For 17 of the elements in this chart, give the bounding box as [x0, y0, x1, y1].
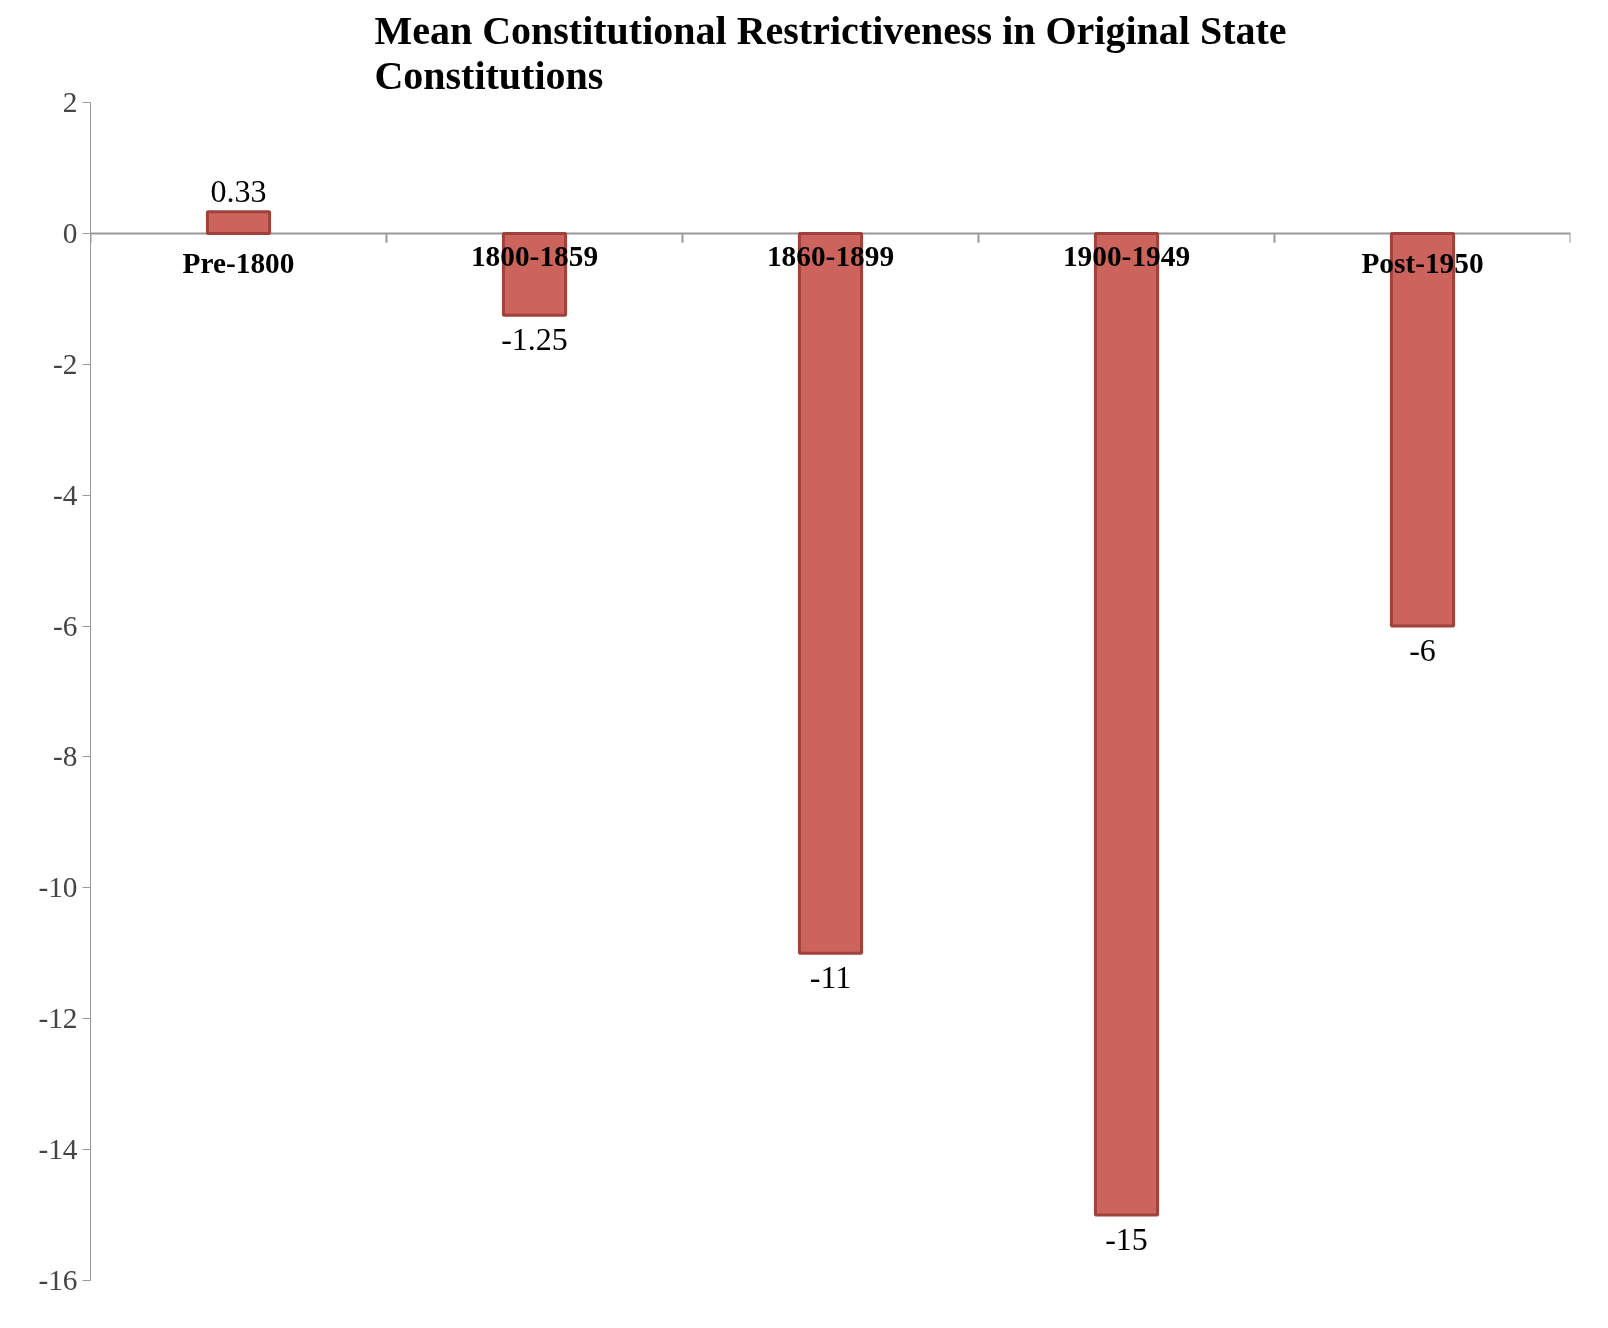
- chart-title: Mean Constitutional Restrictiveness in Original State Constitutions: [374, 7, 1287, 98]
- data-label: -6: [1409, 632, 1436, 669]
- x-tick-label: Pre-1800: [182, 247, 295, 280]
- y-tick-label: 0: [62, 216, 78, 249]
- y-tick-label: 2: [62, 86, 78, 118]
- y-tick-label: -16: [38, 1264, 78, 1296]
- data-label: 0.33: [210, 172, 267, 209]
- data-label: -15: [1105, 1221, 1148, 1258]
- data-label: -11: [809, 959, 852, 996]
- y-tick-label: -6: [53, 609, 78, 642]
- y-tick-label: -8: [53, 740, 78, 773]
- y-tick-label: -4: [53, 478, 78, 511]
- y-tick-label: -14: [38, 1133, 78, 1166]
- y-tick-label: -12: [38, 1002, 78, 1035]
- data-label: -1.25: [501, 321, 568, 358]
- y-tick-label: -10: [38, 871, 78, 904]
- y-tick-label: -2: [53, 347, 78, 380]
